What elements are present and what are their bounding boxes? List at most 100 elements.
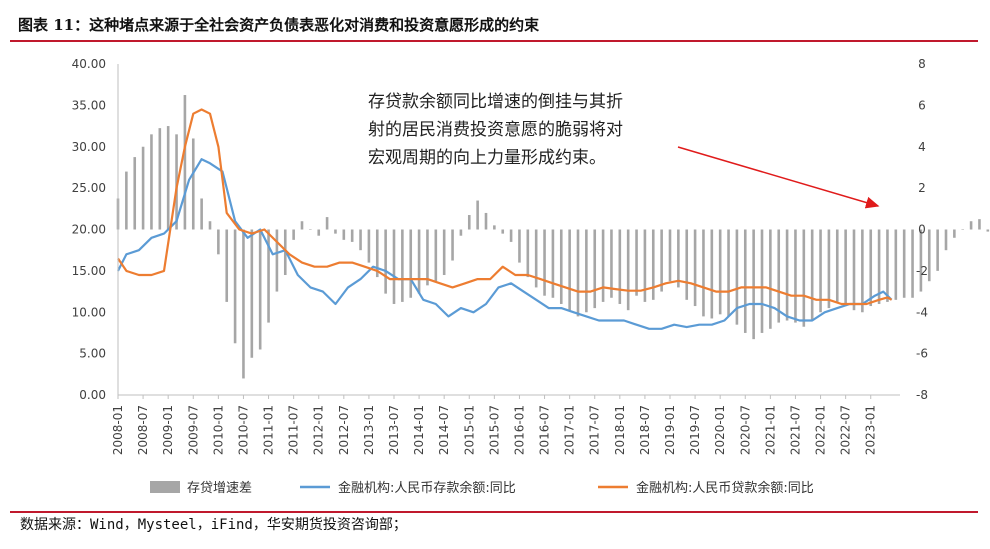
- bar: [827, 229, 831, 309]
- bar: [350, 229, 354, 242]
- bar: [367, 229, 371, 263]
- x-tick-label: 2016-01: [512, 405, 526, 455]
- bar: [702, 229, 705, 317]
- bar: [509, 229, 513, 242]
- bar: [651, 229, 655, 300]
- bar: [200, 198, 203, 230]
- y-right-tick-label: -2: [916, 264, 928, 278]
- bar: [643, 229, 647, 302]
- bar: [927, 229, 931, 282]
- x-tick-label: 2021-01: [763, 405, 777, 455]
- source-rule: [10, 511, 978, 513]
- line-series: [117, 108, 893, 330]
- bar: [459, 229, 463, 236]
- bar: [133, 157, 137, 230]
- bar: [727, 229, 730, 317]
- y-right-tick-label: 2: [918, 181, 926, 195]
- x-tick-label: 2011-01: [262, 405, 276, 455]
- bar: [911, 229, 914, 298]
- x-tick-label: 2020-07: [738, 405, 752, 455]
- axes: 0.005.0010.0015.0020.0025.0030.0035.0040…: [72, 57, 928, 455]
- bar: [585, 229, 588, 313]
- bar: [919, 229, 923, 292]
- bar: [409, 229, 413, 298]
- bar: [175, 134, 178, 230]
- bar: [660, 229, 663, 292]
- x-tick-label: 2015-01: [462, 405, 476, 455]
- bar: [785, 229, 789, 321]
- bar: [317, 229, 321, 236]
- bar: [626, 229, 630, 311]
- bar: [325, 217, 329, 230]
- bar: [125, 171, 128, 230]
- x-tick-label: 2016-07: [538, 405, 552, 455]
- bar: [300, 221, 304, 230]
- bar: [969, 221, 973, 230]
- bar: [559, 229, 563, 304]
- bar: [777, 229, 781, 323]
- y-right-tick-label: -4: [916, 305, 928, 319]
- y-left-tick-label: 0.00: [79, 388, 106, 402]
- bar: [493, 225, 496, 230]
- bar: [601, 229, 605, 302]
- bar: [618, 229, 622, 304]
- x-tick-label: 2022-07: [839, 405, 853, 455]
- x-tick-label: 2020-01: [713, 405, 727, 455]
- x-tick-label: 2014-07: [437, 405, 451, 455]
- y-left-tick-label: 10.00: [72, 305, 106, 319]
- bar: [794, 229, 797, 323]
- bar: [953, 229, 956, 238]
- y-left-tick-label: 15.00: [72, 264, 106, 278]
- bar: [401, 229, 404, 302]
- y-right-tick-label: 8: [918, 57, 926, 71]
- y-left-tick-label: 5.00: [79, 347, 106, 361]
- bar: [568, 229, 571, 311]
- bar: [375, 229, 379, 278]
- bar: [242, 229, 245, 379]
- bar: [208, 221, 212, 230]
- y-left-tick-label: 35.00: [72, 98, 106, 112]
- x-tick-label: 2008-01: [111, 405, 125, 455]
- y-right-tick-label: 6: [918, 98, 926, 112]
- bar: [534, 229, 538, 288]
- bar: [158, 128, 162, 230]
- legend-label-loan: 金融机构:人民币贷款余额:同比: [636, 480, 814, 496]
- bar: [342, 229, 346, 240]
- bar: [217, 229, 220, 255]
- legend-label-deposit: 金融机构:人民币存款余额:同比: [338, 480, 516, 496]
- bar: [150, 134, 153, 230]
- bar: [844, 229, 847, 307]
- y-right-tick-label: 4: [918, 140, 926, 154]
- x-tick-label: 2019-01: [663, 405, 677, 455]
- figure-title: 图表 11：这种堵点来源于全社会资产负债表恶化对消费和投资意愿形成的约束: [18, 16, 540, 34]
- bar: [576, 229, 580, 317]
- y-right-tick-label: -8: [916, 388, 928, 402]
- bar: [250, 229, 254, 358]
- bar: [426, 229, 429, 286]
- title-rule: [10, 40, 978, 42]
- bar: [693, 229, 697, 307]
- bar: [526, 229, 530, 278]
- x-tick-label: 2013-01: [362, 405, 376, 455]
- x-tick-label: 2008-07: [136, 405, 150, 455]
- bar: [166, 126, 170, 230]
- x-tick-label: 2018-01: [613, 405, 627, 455]
- bar: [225, 229, 229, 302]
- x-tick-label: 2015-07: [487, 405, 501, 455]
- x-tick-label: 2021-07: [788, 405, 802, 455]
- annotation-arrow: [677, 146, 880, 209]
- bar: [635, 229, 638, 296]
- bar: [668, 229, 672, 282]
- bar: [359, 229, 362, 251]
- bar: [961, 229, 965, 230]
- bar: [334, 229, 337, 234]
- bar: [760, 229, 764, 333]
- x-tick-label: 2014-01: [412, 405, 426, 455]
- bar: [292, 229, 295, 240]
- bar: [752, 229, 755, 340]
- annotation-line-2: 射的居民消费投资意愿的脆弱将对: [368, 120, 623, 140]
- x-tick-label: 2009-01: [161, 405, 175, 455]
- bar: [936, 229, 939, 271]
- bar: [877, 229, 881, 304]
